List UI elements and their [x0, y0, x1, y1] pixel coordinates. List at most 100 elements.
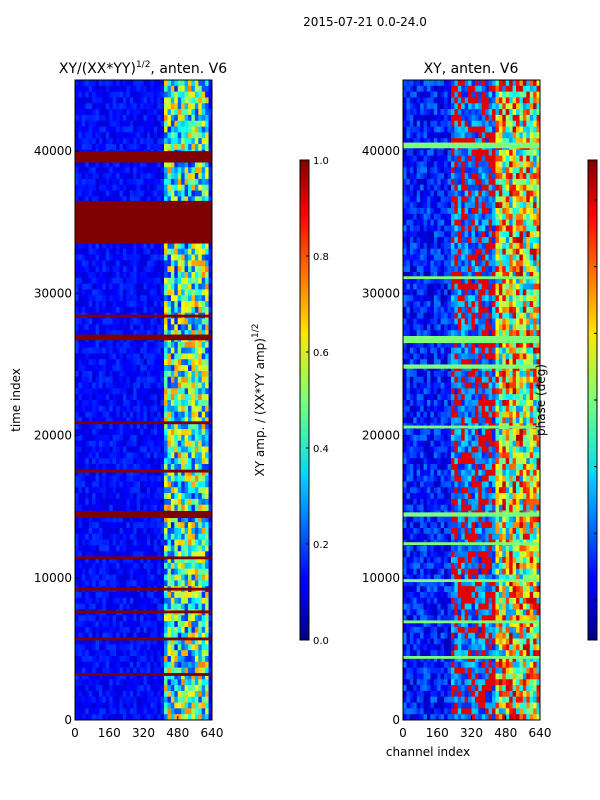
heatmap-cell: [157, 615, 162, 622]
heatmap-cell: [201, 161, 206, 168]
heatmap-cell: [413, 85, 418, 93]
heatmap-cell: [136, 341, 141, 349]
heatmap-cell: [85, 580, 90, 587]
heatmap-cell: [81, 714, 86, 721]
heatmap-cell: [198, 545, 203, 552]
heatmap-cell: [92, 638, 96, 645]
heatmap-cell: [78, 562, 83, 570]
heatmap-cell: [416, 97, 421, 104]
heatmap-cell: [201, 126, 206, 133]
heatmap-cell: [164, 539, 168, 546]
heatmap-cell: [526, 149, 531, 157]
heatmap-cell: [153, 353, 158, 360]
heatmap-cell: [194, 679, 199, 686]
heatmap-cell: [492, 103, 496, 110]
heatmap-cell: [95, 498, 100, 506]
heatmap-cell: [95, 557, 100, 564]
heatmap-cell: [75, 109, 79, 116]
heatmap-cell: [122, 539, 127, 546]
heatmap-cell: [153, 562, 158, 570]
heatmap-cell: [181, 539, 185, 546]
heatmap-cell: [160, 696, 165, 703]
heatmap-cell: [177, 434, 182, 442]
heatmap-cell: [143, 405, 148, 413]
heatmap-cell: [126, 644, 131, 651]
heatmap-cell: [522, 97, 527, 104]
heatmap-cell: [122, 644, 127, 651]
heatmap-cell: [92, 242, 96, 250]
heatmap-cell: [512, 138, 517, 145]
heatmap-cell: [191, 469, 196, 477]
heatmap-cell: [129, 638, 134, 645]
heatmap-cell: [153, 272, 158, 279]
heatmap-cell: [153, 528, 158, 535]
heatmap-cell: [181, 341, 185, 349]
heatmap-cell: [126, 679, 131, 686]
heatmap-cell: [109, 289, 114, 296]
heatmap-cell: [177, 400, 182, 407]
heatmap-cell: [105, 260, 110, 267]
heatmap-cell: [430, 155, 435, 162]
heatmap-cell: [198, 626, 203, 634]
heatmap-cell: [454, 132, 459, 139]
heatmap-cell: [157, 103, 162, 110]
heatmap-cell: [122, 498, 127, 506]
heatmap-cell: [129, 289, 134, 296]
heatmap-cell: [177, 714, 182, 721]
heatmap-cell: [170, 661, 175, 669]
heatmap-cell: [75, 120, 79, 127]
heatmap-cell: [85, 417, 90, 424]
heatmap-cell: [409, 132, 414, 139]
heatmap-cell: [181, 272, 185, 279]
heatmap-cell: [164, 161, 168, 168]
heatmap-cell: [181, 493, 185, 500]
heatmap-cell: [188, 621, 192, 628]
heatmap-cell: [160, 632, 165, 639]
heatmap-cell: [174, 469, 179, 477]
heatmap-cell: [167, 504, 172, 511]
heatmap-cell: [95, 301, 100, 308]
heatmap-cell: [177, 330, 182, 337]
heatmap-cell: [98, 80, 103, 87]
heatmap-cell: [409, 126, 414, 133]
heatmap-cell: [85, 690, 90, 698]
heatmap-cell: [92, 167, 96, 174]
heatmap-cell: [420, 103, 424, 110]
heatmap-cell: [129, 196, 134, 203]
heatmap-cell: [177, 574, 182, 581]
heatmap-cell: [133, 138, 138, 145]
heatmap-cell: [201, 679, 206, 686]
heatmap-cell: [119, 615, 124, 622]
heatmap-cell: [133, 714, 138, 721]
heatmap-cell: [153, 330, 158, 337]
heatmap-cell: [512, 132, 517, 139]
heatmap-cell: [102, 632, 107, 639]
heatmap-cell: [146, 196, 151, 203]
heatmap-cell: [205, 242, 209, 250]
heatmap-cell: [181, 516, 185, 523]
heatmap-cell: [150, 656, 155, 663]
heatmap-cell: [150, 283, 155, 290]
heatmap-cell: [208, 690, 213, 698]
heatmap-cell: [88, 138, 93, 145]
heatmap-cell: [201, 673, 206, 680]
heatmap-cell: [140, 283, 144, 290]
heatmap-cell: [447, 149, 452, 157]
heatmap-cell: [502, 149, 507, 157]
heatmap-cell: [78, 109, 83, 116]
heatmap-cell: [140, 423, 144, 430]
heatmap-cell: [95, 103, 100, 110]
heatmap-cell: [140, 341, 144, 349]
heatmap-cell: [75, 580, 79, 587]
heatmap-cell: [167, 452, 172, 459]
heatmap-cell: [505, 114, 510, 122]
heatmap-cell: [174, 429, 179, 436]
heatmap-cell: [78, 434, 83, 442]
heatmap-cell: [109, 341, 114, 349]
heatmap-cell: [205, 597, 209, 605]
heatmap-cell: [509, 97, 513, 104]
heatmap-cell: [150, 376, 155, 383]
heatmap-cell: [92, 568, 96, 575]
heatmap-cell: [153, 522, 158, 529]
left-colorbar-tick-label: 1.0: [313, 156, 329, 167]
